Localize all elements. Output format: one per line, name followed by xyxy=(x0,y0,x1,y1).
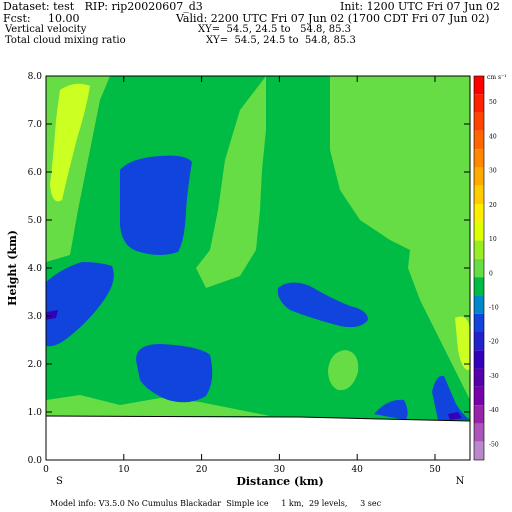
x-tick-label: 50 xyxy=(429,465,441,475)
colorbar-tick-label: 10 xyxy=(489,236,497,243)
y-tick-label: 7.0 xyxy=(28,120,43,130)
y-tick-label: 5.0 xyxy=(28,216,43,226)
field-region-lightgreen xyxy=(330,76,470,400)
endpoint-label-right: N xyxy=(456,476,465,487)
x-axis: 0 10 20 30 40 50 xyxy=(43,76,441,475)
colorbar-tick-label: 40 xyxy=(489,133,497,140)
colorbar-bin xyxy=(474,313,484,332)
endpoint-label-left: S xyxy=(56,476,63,487)
field-region-lightgreen xyxy=(196,76,266,288)
colorbar-bin xyxy=(474,185,484,204)
x-tick-label: 20 xyxy=(196,465,208,475)
colorbar-bin xyxy=(474,332,484,351)
colorbar-bin xyxy=(474,167,484,186)
colorbar-bin xyxy=(474,386,484,406)
header-xy2: XY= 54.5, 24.5 to 54.8, 85.3 xyxy=(206,35,356,46)
colorbar-tick-label: 20 xyxy=(489,202,497,209)
header-dataset: Dataset: test RIP: rip20020607_d3 xyxy=(3,0,203,13)
colorbar-bin xyxy=(474,222,484,241)
y-tick-label: 8.0 xyxy=(28,72,43,82)
y-tick-label: 6.0 xyxy=(28,168,43,178)
field-region-blue xyxy=(277,282,368,328)
y-tick-label: 3.0 xyxy=(28,312,43,322)
header-init: Init: 1200 UTC Fri 07 Jun 02 xyxy=(340,0,501,13)
field-region-blue xyxy=(136,344,213,403)
x-tick-label: 10 xyxy=(118,465,130,475)
colorbar-bin xyxy=(474,76,484,95)
colorbar-units: cm s⁻¹ xyxy=(487,74,507,81)
header-xy1: XY= 54.5, 24.5 to 54.8, 85.3 xyxy=(198,24,351,35)
terrain-outline xyxy=(46,415,470,422)
header-fcst: Fcst: 10.00 xyxy=(3,12,80,25)
y-tick-label: 2.0 xyxy=(28,360,43,370)
field-region-blue xyxy=(46,262,114,347)
colorbar-bin xyxy=(474,94,484,113)
field-region-yellowgreen xyxy=(455,316,470,371)
colorbar-bin xyxy=(474,368,484,387)
field-region-yellowgreen xyxy=(50,83,90,202)
field-region-darkblue xyxy=(448,412,462,420)
colorbar-bin xyxy=(474,277,484,296)
colorbar-bin xyxy=(474,350,484,369)
x-tick-label: 0 xyxy=(43,465,49,475)
colorbar-tick-label: -30 xyxy=(489,373,499,380)
field-region-lightgreen xyxy=(328,350,359,391)
model-info: Model info: V3.5.0 No Cumulus Blackadar … xyxy=(50,499,382,508)
colorbar-frame xyxy=(473,75,485,461)
field-region-blue xyxy=(432,375,470,420)
header-field1: Vertical velocity xyxy=(5,24,87,35)
colorbar-bin xyxy=(474,405,484,424)
colorbar-tick-label: -50 xyxy=(489,441,499,448)
colorbar-tick-label: -40 xyxy=(489,407,499,414)
colorbar-bin xyxy=(474,112,484,131)
header-valid: Valid: 2200 UTC Fri 07 Jun 02 (1700 CDT … xyxy=(176,12,490,25)
terrain-fill xyxy=(46,416,470,460)
colorbar-bin xyxy=(474,423,484,442)
colorbar-tick-label: 30 xyxy=(489,168,497,175)
colorbar-tick-label: -20 xyxy=(489,339,499,346)
header-field2: Total cloud mixing ratio xyxy=(5,35,126,46)
y-axis-label: Height (km) xyxy=(6,230,19,306)
x-tick-label: 30 xyxy=(274,465,286,475)
field-region-lightgreen xyxy=(46,395,270,416)
colorbar-bin xyxy=(474,130,484,150)
colorbar-bin xyxy=(474,258,484,278)
y-tick-label: 0.0 xyxy=(28,456,43,466)
x-tick-label: 40 xyxy=(351,465,363,475)
colorbar-bin xyxy=(474,295,484,314)
y-tick-label: 1.0 xyxy=(28,408,43,418)
colorbar-bin xyxy=(474,204,484,223)
field-region-darkblue xyxy=(46,310,58,320)
colorbar-bin xyxy=(474,149,484,168)
field-region-blue xyxy=(120,155,192,255)
colorbar-bin xyxy=(474,441,484,460)
x-axis-label: Distance (km) xyxy=(236,475,323,488)
y-axis: 0.0 1.0 2.0 3.0 4.0 5.0 6.0 7.0 8.0 xyxy=(28,72,470,466)
field-region-blue xyxy=(374,399,408,420)
colorbar: 50 40 30 20 10 0 -10 -20 -30 -40 -50 xyxy=(473,75,499,461)
y-tick-label: 4.0 xyxy=(28,264,43,274)
colorbar-bin xyxy=(474,240,484,259)
colorbar-tick-label: 0 xyxy=(489,270,493,277)
colorbar-tick-label: -10 xyxy=(489,304,499,311)
colorbar-tick-label: 50 xyxy=(489,99,497,106)
shaded-field xyxy=(46,76,470,460)
